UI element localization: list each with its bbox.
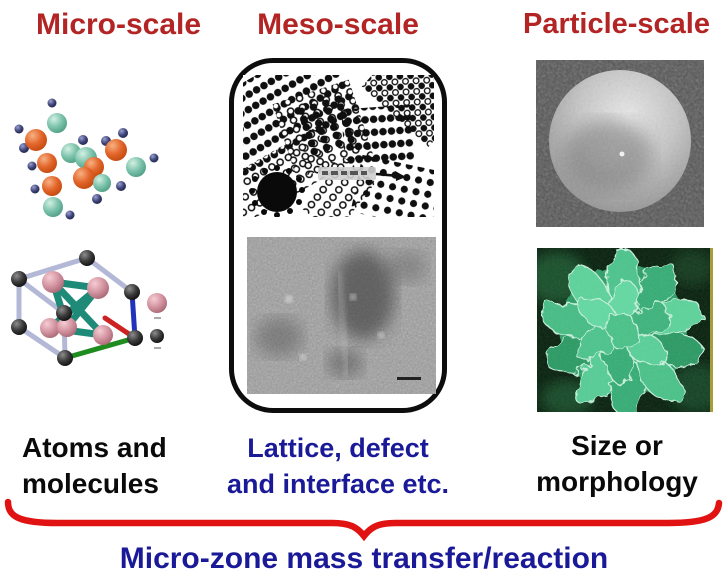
atom-spheres: [14, 98, 159, 220]
micro-scale-header: Micro-scale: [36, 8, 202, 41]
lattice-defect-schematic-image: [243, 75, 434, 217]
lattice-inner-atoms: [40, 271, 113, 345]
particle-caption-line2: morphology: [536, 466, 698, 497]
meso-caption-line2: and interface etc.: [226, 469, 450, 499]
micro-caption-line2: molecules: [22, 468, 159, 499]
crystal-lattice-model-illustration: [11, 250, 167, 366]
tem-micrograph-image: [247, 237, 436, 394]
particle-scale-header: Particle-scale: [522, 8, 710, 40]
meso-scale-header: Meso-scale: [257, 8, 419, 41]
defect-blob: [249, 165, 305, 217]
lattice-edge-green: [62, 335, 138, 361]
meso-scale-panel: [229, 58, 447, 413]
lattice-corner-atoms: [11, 250, 143, 366]
micro-caption-line1: Atoms and: [22, 432, 167, 463]
particle-caption-line1: Size or: [571, 430, 663, 461]
atoms-molecules-cluster-illustration: [14, 98, 159, 220]
nanoflower-sem-image: [537, 248, 713, 412]
footer-title: Micro-zone mass transfer/reaction: [119, 542, 609, 575]
meso-caption-line1: Lattice, defect: [247, 433, 429, 463]
micro-caption: Atoms and molecules: [22, 430, 242, 502]
tem-scale-bar: [397, 377, 421, 380]
defect-annotation-arrow: [318, 167, 406, 181]
particle-caption: Size or morphology: [512, 428, 722, 500]
image-edge-line: [710, 248, 713, 412]
sem-sphere-image: [536, 60, 704, 227]
curly-brace: [4, 498, 723, 542]
meso-caption: Lattice, defect and interface etc.: [214, 430, 462, 502]
lattice-legend: [147, 293, 167, 349]
